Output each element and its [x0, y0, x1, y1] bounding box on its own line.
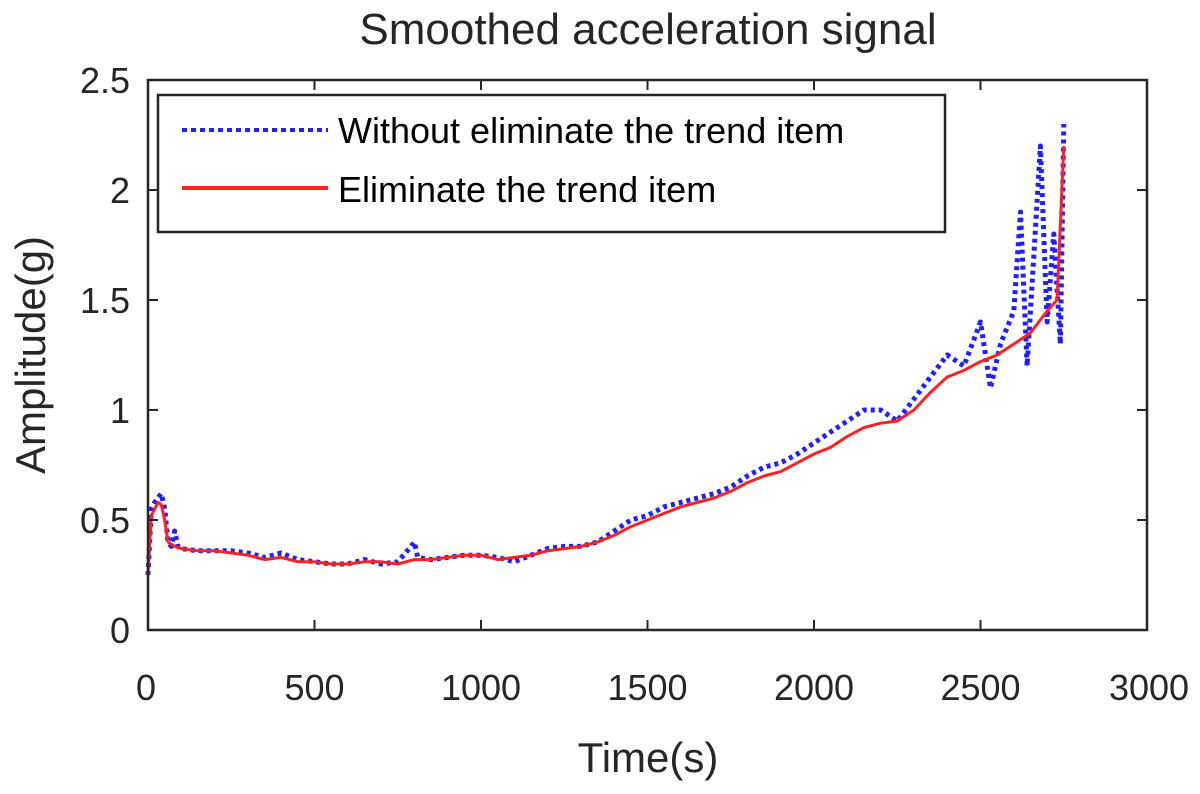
y-tick-label: 1 [110, 390, 130, 431]
x-tick-label: 0 [136, 667, 156, 708]
x-tick-label: 1000 [441, 667, 521, 708]
legend-label-trend-eliminated: Eliminate the trend item [338, 169, 716, 210]
legend-label-without-trend-elimination: Without eliminate the trend item [338, 110, 844, 151]
x-tick-label: 2500 [940, 667, 1020, 708]
y-axis-label: Amplitude(g) [7, 236, 54, 474]
x-axis-label: Time(s) [578, 734, 719, 781]
legend-box [156, 93, 947, 234]
x-tick-label: 2000 [774, 667, 854, 708]
x-tick-label: 3000 [1109, 667, 1189, 708]
legend: Without eliminate the trend item Elimina… [156, 93, 947, 234]
x-tick-label: 500 [284, 667, 344, 708]
y-tick-label: 0 [110, 610, 130, 651]
ticks-layer: 0 500 1000 1500 2000 2500 3000 0 0.5 1 1.5 2 2.5 [80, 60, 1189, 708]
series-line-1 [146, 145, 1066, 576]
y-tick-label: 1.5 [80, 280, 130, 321]
series-layer [145, 123, 1067, 576]
y-tick-label: 0.5 [80, 500, 130, 541]
chart-title: Smoothed acceleration signal [359, 5, 936, 54]
x-tick-label: 1500 [607, 667, 687, 708]
y-tick-label: 2.5 [80, 60, 130, 101]
y-tick-label: 2 [110, 170, 130, 211]
